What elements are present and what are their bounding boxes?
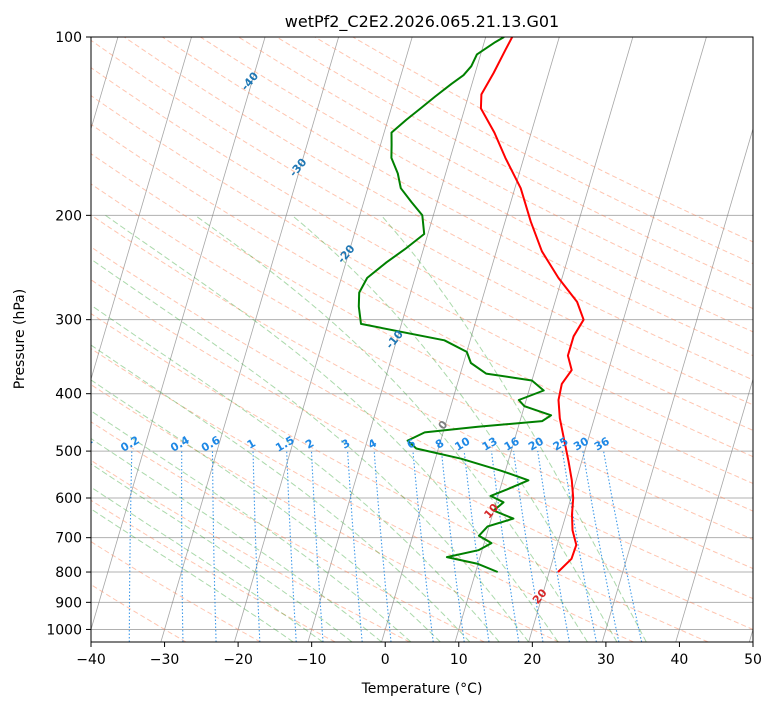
dry-adiabat-line bbox=[91, 541, 261, 642]
y-axis-label: Pressure (hPa) bbox=[12, 289, 28, 389]
x-tick-label: 20 bbox=[523, 652, 541, 668]
y-tick-label: 900 bbox=[55, 595, 82, 611]
mixing-ratio-line bbox=[128, 451, 133, 642]
y-tick-label: 800 bbox=[55, 565, 82, 581]
moist-adiabat-line bbox=[91, 379, 441, 642]
isotherm-line bbox=[381, 37, 560, 642]
dry-adiabat-line bbox=[276, 37, 753, 287]
moist-adiabat-line bbox=[91, 304, 500, 642]
dry-adiabat-line bbox=[162, 37, 753, 357]
y-tick-label: 600 bbox=[55, 491, 82, 507]
series-lines bbox=[357, 37, 585, 573]
y-tick-label: 200 bbox=[55, 208, 82, 224]
background-lines bbox=[91, 37, 753, 642]
dry-adiabat-line bbox=[91, 584, 187, 642]
isotherm-line bbox=[675, 377, 753, 642]
dry-adiabat-line bbox=[91, 123, 753, 485]
moist-adiabat-line bbox=[91, 344, 471, 642]
x-tick-label: −20 bbox=[223, 652, 253, 668]
x-tick-label: 0 bbox=[381, 652, 390, 668]
isotherm-line bbox=[160, 37, 340, 642]
y-tick-label: 700 bbox=[55, 531, 82, 547]
x-tick-label: −30 bbox=[150, 652, 180, 668]
moist-adiabat-line bbox=[291, 214, 618, 642]
mixing-ratio-label: 0.1 bbox=[72, 434, 95, 455]
moist-adiabat-line bbox=[91, 463, 353, 642]
y-tick-label: 100 bbox=[55, 30, 82, 46]
moist-adiabat-line bbox=[91, 437, 382, 642]
x-axis: −40 −30 −20 −10 0 10 20 30 40 50 bbox=[76, 642, 762, 668]
dry-adiabat-line bbox=[91, 95, 753, 458]
moist-adiabat-line bbox=[91, 410, 412, 642]
mixing-ratio-line bbox=[373, 451, 392, 642]
mixing-ratio-line bbox=[310, 451, 324, 642]
x-tick-label: 40 bbox=[671, 652, 689, 668]
dry-adiabat-line bbox=[200, 37, 753, 333]
moist-adiabat-line bbox=[91, 258, 529, 642]
isotherm-line bbox=[528, 37, 707, 642]
isotherm-line bbox=[91, 37, 192, 381]
x-tick-label: 10 bbox=[450, 652, 468, 668]
x-axis-label: Temperature (°C) bbox=[361, 681, 483, 697]
y-tick-label: 500 bbox=[55, 444, 82, 460]
x-tick-label: 50 bbox=[744, 652, 762, 668]
dewpoint-line bbox=[357, 37, 553, 573]
mixing-ratio-line bbox=[286, 451, 297, 642]
mixing-ratio-line bbox=[412, 451, 434, 642]
dry-adiabat-line bbox=[91, 348, 634, 642]
dry-adiabat-line bbox=[238, 37, 753, 310]
y-axis: 100 200 300 400 500 600 700 800 900 1000 bbox=[46, 30, 91, 638]
dry-adiabat-line bbox=[91, 384, 560, 642]
mixing-ratio-line bbox=[347, 451, 363, 642]
moist-adiabat-line bbox=[194, 214, 588, 642]
moist-adiabat-line bbox=[91, 486, 323, 642]
dry-adiabat-line bbox=[91, 153, 753, 512]
isotherm-line bbox=[454, 37, 634, 642]
y-tick-label: 400 bbox=[55, 387, 82, 403]
x-tick-label: 30 bbox=[597, 652, 615, 668]
mixing-ratio-line bbox=[603, 451, 643, 642]
y-tick-label: 300 bbox=[55, 313, 82, 329]
isotherm-line bbox=[601, 127, 753, 642]
mixing-ratio-line bbox=[252, 451, 261, 642]
temperature-line bbox=[479, 37, 585, 573]
mixing-ratio-line bbox=[181, 451, 184, 642]
dry-adiabat-line bbox=[91, 183, 753, 540]
x-tick-label: −40 bbox=[76, 652, 106, 668]
dry-adiabat-line bbox=[91, 459, 410, 642]
plot-frame bbox=[90, 36, 754, 643]
mixing-ratio-line bbox=[211, 451, 217, 642]
moist-adiabat-line bbox=[91, 508, 294, 642]
plot-area: 0.10.20.40.611.52346810131620253036-40-3… bbox=[72, 37, 753, 642]
isotherm-line bbox=[91, 37, 266, 631]
chart-title: wetPf2_C2E2.2026.065.21.13.G01 bbox=[285, 12, 559, 32]
moist-adiabat-line bbox=[105, 214, 559, 642]
isotherm-line bbox=[234, 37, 413, 642]
isotherm-line bbox=[307, 37, 487, 642]
y-tick-label: 1000 bbox=[46, 622, 82, 638]
x-tick-label: −10 bbox=[297, 652, 327, 668]
dry-adiabat-line bbox=[91, 279, 753, 630]
